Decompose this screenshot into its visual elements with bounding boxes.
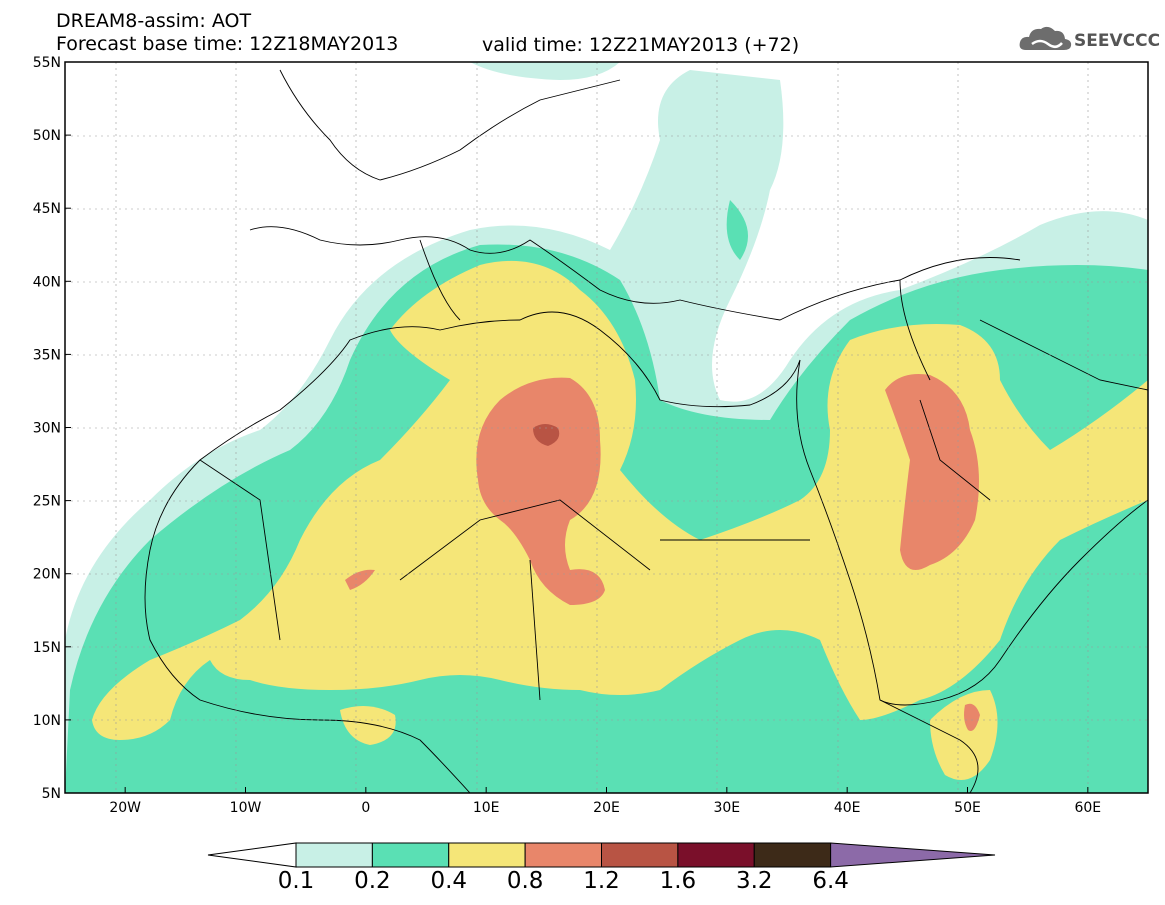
- colorbar-under-arrow: [207, 842, 297, 868]
- longitude-labels: 20W 10W 0 10E 20E 30E 40E 50E 60E: [109, 787, 1101, 816]
- lon-label: 20E: [593, 800, 620, 816]
- lon-label: 0: [361, 800, 370, 816]
- lat-label: 40N: [33, 274, 61, 290]
- map-title: DREAM8-assim: AOT: [56, 10, 252, 32]
- seevccc-logo: SEEVCCC: [1018, 22, 1160, 56]
- colorbar-box: [524, 842, 602, 868]
- lat-label: 25N: [33, 494, 61, 510]
- colorbar-label: 1.2: [583, 868, 620, 894]
- colorbar-label: 0.4: [430, 868, 468, 894]
- colorbar-box: [677, 842, 755, 868]
- colorbar-box: [295, 842, 373, 868]
- gridlines: [65, 62, 1148, 793]
- colorbar-over-arrow: [830, 842, 996, 868]
- lon-label: 30E: [713, 800, 740, 816]
- colorbar-box: [753, 842, 832, 868]
- colorbar-label: 3.2: [735, 868, 773, 894]
- colorbar-label: 0.2: [354, 868, 391, 894]
- lon-label: 40E: [834, 800, 861, 816]
- colorbar: [207, 842, 996, 868]
- lon-label: 10E: [473, 800, 500, 816]
- cloud-icon: [1019, 26, 1072, 50]
- valid-time: valid time: 12Z21MAY2013 (+72): [482, 34, 800, 56]
- lat-label: 30N: [33, 421, 61, 437]
- lat-label: 5N: [42, 786, 61, 802]
- lat-label: 50N: [33, 128, 61, 144]
- lat-label: 35N: [33, 347, 61, 363]
- forecast-base-time: Forecast base time: 12Z18MAY2013: [56, 33, 399, 55]
- aot-contour-1.2: [533, 424, 560, 446]
- lat-label: 10N: [33, 713, 61, 729]
- colorbar-label: 6.4: [812, 868, 849, 894]
- lat-label: 15N: [33, 640, 61, 656]
- lon-label: 10W: [230, 800, 262, 816]
- colorbar-box: [371, 842, 450, 868]
- lon-label: 20W: [109, 800, 141, 816]
- colorbar-label: 0.8: [506, 868, 544, 894]
- lat-label: 20N: [33, 567, 61, 583]
- colorbar-label: 0.1: [277, 868, 315, 894]
- colorbar-box: [448, 842, 526, 868]
- lon-label: 50E: [954, 800, 981, 816]
- aot-field: [65, 62, 1148, 793]
- lat-label: 45N: [33, 201, 61, 217]
- coastlines: [144, 69, 1148, 793]
- colorbar-label: 1.6: [659, 868, 697, 894]
- aot-contour-0.8: [345, 374, 980, 731]
- latitude-labels: 55N 50N 45N 40N 35N 30N 25N 20N 15N 10N 5N: [33, 55, 71, 802]
- lat-label: 55N: [33, 55, 61, 71]
- colorbar-box: [601, 842, 679, 868]
- lon-label: 60E: [1074, 800, 1101, 816]
